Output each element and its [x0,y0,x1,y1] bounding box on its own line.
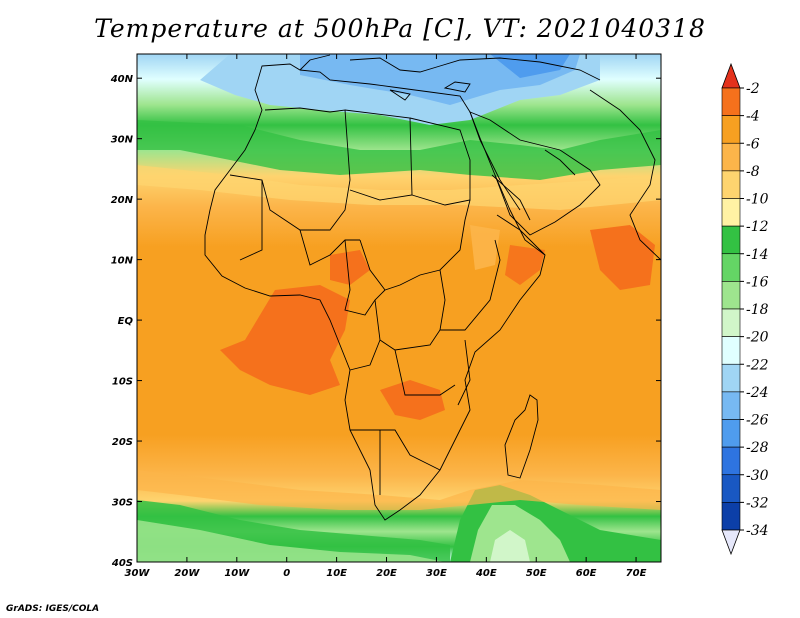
lon-tick-label: 10W [224,568,250,579]
lat-tick-label: 20S [112,437,133,448]
lon-tick-label: 30E [426,568,447,579]
lon-tick-label: 10E [326,568,347,579]
colorbar-box [721,253,741,282]
colorbar-label: -24 [746,385,769,401]
lon-tick-label: 50E [526,568,547,579]
chart-title: Temperature at 500hPa [C], VT: 202104031… [94,14,706,43]
colorbar-label: -16 [746,274,769,290]
colorbar-top-arrow [721,62,741,89]
colorbar-box [721,419,741,448]
colorbar-label: -18 [746,302,769,318]
colorbar-label: -8 [746,164,760,180]
lat-tick-label: 10N [111,256,134,267]
lon-tick-label: 70E [626,568,647,579]
colorbar-box [721,308,741,337]
lon-tick-label: 20E [376,568,397,579]
colorbar-label: -28 [746,440,769,456]
map-frame [136,53,662,563]
lon-tick-label: 20W [174,568,200,579]
colorbar-bottom-arrow [721,529,741,556]
longitude-axis: 30W 20W 10W 0 10E 20E 30E 40E 50E 60E 70E [125,54,647,579]
colorbar-box [721,391,741,420]
colorbar-box [721,446,741,476]
colorbar-label: -34 [746,523,769,539]
colorbar-label: -10 [746,192,769,208]
colorbar-box [721,336,741,365]
lon-tick-label: 60E [576,568,597,579]
colorbar-box [721,170,741,199]
colorbar-label: -32 [746,495,769,511]
colorbar-label: -4 [746,109,760,125]
temperature-field [137,54,661,562]
lat-tick-label: 20N [111,195,134,206]
colorbar-box [721,225,741,255]
lat-tick-label: 30N [111,135,134,146]
lon-tick-label: 30W [125,568,151,579]
colorbar-label: -12 [746,219,769,235]
colorbar-box [721,281,741,310]
lon-tick-label: 40E [475,568,497,579]
lat-tick-label: 40N [110,74,134,85]
colorbar-box [721,474,741,503]
coastline-outlines [204,54,661,521]
lat-tick-label: 30S [112,498,133,509]
colorbar-label: -22 [746,357,769,373]
colorbar-label: -26 [746,413,769,429]
colorbar-label: -6 [746,136,760,152]
colorbar: -2 -4 -6 -8 -10 -12 -14 -16 -18 -20 -22 -24 -26 -28 -3… [721,62,769,556]
colorbar-box [721,115,741,144]
lat-tick-label: EQ [118,316,134,327]
lat-tick-label: 40S [111,558,133,569]
colorbar-label: -14 [746,247,769,263]
colorbar-box [721,142,741,172]
colorbar-box [721,198,741,227]
colorbar-box [721,363,741,393]
colorbar-box [721,87,741,116]
colorbar-label: -2 [746,81,760,97]
colorbar-box [721,502,741,531]
lon-tick-label: 0 [283,568,290,579]
latitude-axis: 40N 30N 20N 10N EQ 10S 20S 30S 40S [110,74,661,569]
lat-tick-label: 10S [112,377,133,388]
colorbar-label: -30 [746,468,769,484]
colorbar-label: -20 [746,330,769,346]
grads-credit: GrADS: IGES/COLA [6,604,100,614]
